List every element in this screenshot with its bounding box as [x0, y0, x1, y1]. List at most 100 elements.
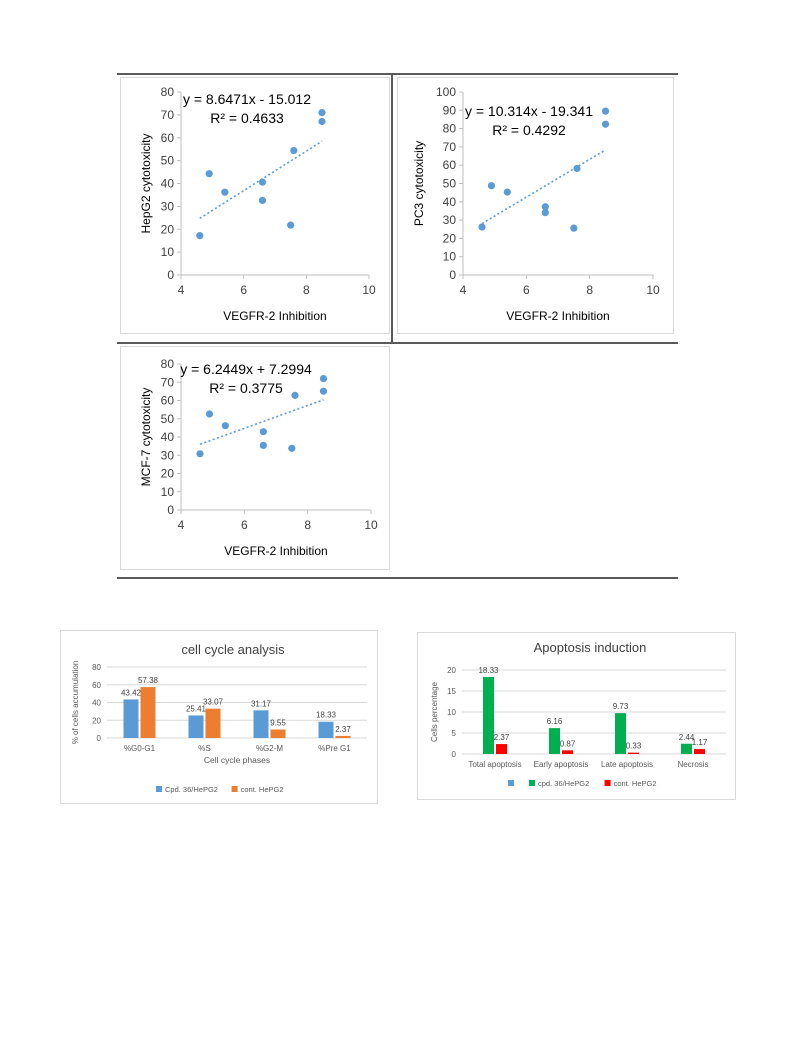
table-border-divider	[391, 74, 393, 343]
legend-swatch	[156, 786, 162, 792]
trendline	[481, 149, 606, 225]
data-label: 9.73	[613, 702, 629, 711]
y-tick-label: 90	[443, 103, 457, 117]
data-point	[318, 117, 326, 126]
x-tick-label: %Pre G1	[318, 744, 351, 753]
y-tick-label: 5	[452, 729, 457, 738]
trendline-equation: y = 6.2449x + 7.2994	[180, 361, 312, 377]
trendline	[199, 399, 324, 446]
data-point	[478, 223, 486, 231]
scatter-chart-pc3-svg: 0 10 20 30 40 50 60 70 80 90 100 4 6 8 10 VEGFR-2 Inhib…	[412, 85, 660, 323]
y-axis-title: PC3 cytotoxicity	[412, 141, 426, 226]
y-tick-label: 0	[167, 268, 174, 282]
data-label: 18.33	[478, 666, 499, 675]
data-point	[318, 108, 326, 117]
x-tick-label: 6	[523, 283, 530, 297]
data-label: 2.44	[679, 733, 695, 742]
data-label: 31.17	[251, 699, 272, 708]
data-point	[541, 208, 549, 217]
data-point	[503, 188, 511, 196]
y-axis-title: % of cells accumulation	[71, 661, 80, 745]
data-label: 2.37	[494, 733, 510, 742]
y-tick-label: 20	[447, 666, 456, 675]
data-point	[258, 178, 267, 186]
data-point	[205, 170, 213, 178]
y-tick-label: 80	[92, 663, 101, 672]
data-point	[573, 164, 581, 173]
data-label: 9.55	[270, 719, 286, 728]
data-label: 57.38	[138, 676, 159, 685]
bar-chart-cell-cycle-svg: cell cycle analysis 0 20 40 60 80 % of cells a…	[71, 642, 367, 794]
scatter-chart-pc3: 0 10 20 30 40 50 60 70 80 90 100 4 6 8 10 VEGFR-2 Inhib…	[397, 77, 674, 334]
data-point	[291, 391, 299, 399]
y-tick-label: 80	[161, 85, 175, 99]
x-tick-label: 10	[646, 283, 660, 297]
data-label: 25.41	[186, 704, 207, 713]
data-point	[487, 182, 496, 190]
r-squared-label: R² = 0.4292	[492, 122, 566, 138]
y-tick-label: 60	[92, 681, 101, 690]
y-axis-title: MCF-7 cytotoxicity	[139, 388, 153, 487]
bar	[562, 750, 573, 754]
y-tick-label: 10	[161, 485, 175, 499]
bar	[123, 699, 139, 738]
x-tick-label: %G0-G1	[124, 744, 156, 753]
y-tick-label: 40	[161, 430, 175, 444]
y-tick-label: 40	[161, 177, 175, 191]
scatter-chart-mcf7: 0 10 20 30 40 50 60 70 80 4 6 8 10 VEGFR-2 Inhibition…	[120, 346, 390, 570]
data-point	[541, 203, 549, 211]
y-tick-label: 0	[167, 503, 174, 517]
y-tick-label: 70	[443, 140, 457, 154]
x-tick-label: 6	[240, 283, 247, 297]
x-tick-label: Necrosis	[677, 760, 708, 769]
data-point	[601, 107, 610, 115]
bar	[253, 710, 269, 738]
bar	[318, 721, 334, 738]
data-label: 6.16	[547, 717, 563, 726]
y-tick-label: 70	[161, 108, 175, 122]
y-tick-label: 0	[452, 750, 457, 759]
y-tick-label: 60	[443, 158, 457, 172]
data-label: 1.17	[692, 738, 708, 747]
x-tick-label: 8	[304, 518, 311, 532]
legend-swatch	[508, 780, 514, 786]
r-squared-label: R² = 0.3775	[209, 380, 283, 396]
legend-swatch	[529, 780, 535, 786]
x-tick-label: Early apoptosis	[534, 760, 589, 769]
data-point	[196, 450, 204, 458]
data-point	[259, 441, 267, 449]
data-label: 43.42	[121, 688, 142, 697]
y-axis-title: Cells percentage	[430, 681, 439, 742]
bar	[615, 713, 626, 754]
data-point	[290, 146, 298, 155]
y-tick-label: 10	[443, 250, 457, 264]
legend-label: cont. HePG2	[614, 779, 657, 788]
x-tick-label: 4	[460, 283, 467, 297]
y-axis-title: HepG2 cytotoxicity	[139, 133, 153, 233]
x-axis-title: VEGFR-2 Inhibition	[223, 309, 326, 323]
bar	[188, 715, 204, 738]
y-tick-label: 50	[443, 177, 457, 191]
x-tick-label: %G2-M	[256, 744, 283, 753]
data-label: 0.87	[560, 739, 576, 748]
y-tick-label: 40	[443, 195, 457, 209]
y-tick-label: 30	[161, 448, 175, 462]
data-point	[319, 375, 328, 383]
y-tick-label: 30	[161, 199, 175, 213]
x-tick-label: 10	[362, 283, 376, 297]
trendline-equation: y = 8.6471x - 15.012	[183, 91, 311, 107]
data-label: 2.37	[335, 725, 351, 734]
y-tick-label: 60	[161, 131, 175, 145]
bar-chart-cell-cycle: cell cycle analysis 0 20 40 60 80 % of cells a…	[60, 630, 378, 804]
x-tick-label: Total apoptosis	[468, 760, 521, 769]
bar-chart-apoptosis: Apoptosis induction 0 5 10 15 20 Cells percent…	[417, 632, 736, 800]
legend-label: Cpd. 36/HePG2	[165, 785, 218, 794]
bar	[496, 744, 507, 754]
y-tick-label: 0	[97, 734, 102, 743]
x-tick-label: 6	[241, 518, 248, 532]
data-point	[319, 387, 328, 395]
y-tick-label: 30	[443, 213, 457, 227]
data-point	[205, 410, 214, 418]
bar	[205, 708, 221, 738]
y-tick-label: 100	[436, 85, 456, 99]
